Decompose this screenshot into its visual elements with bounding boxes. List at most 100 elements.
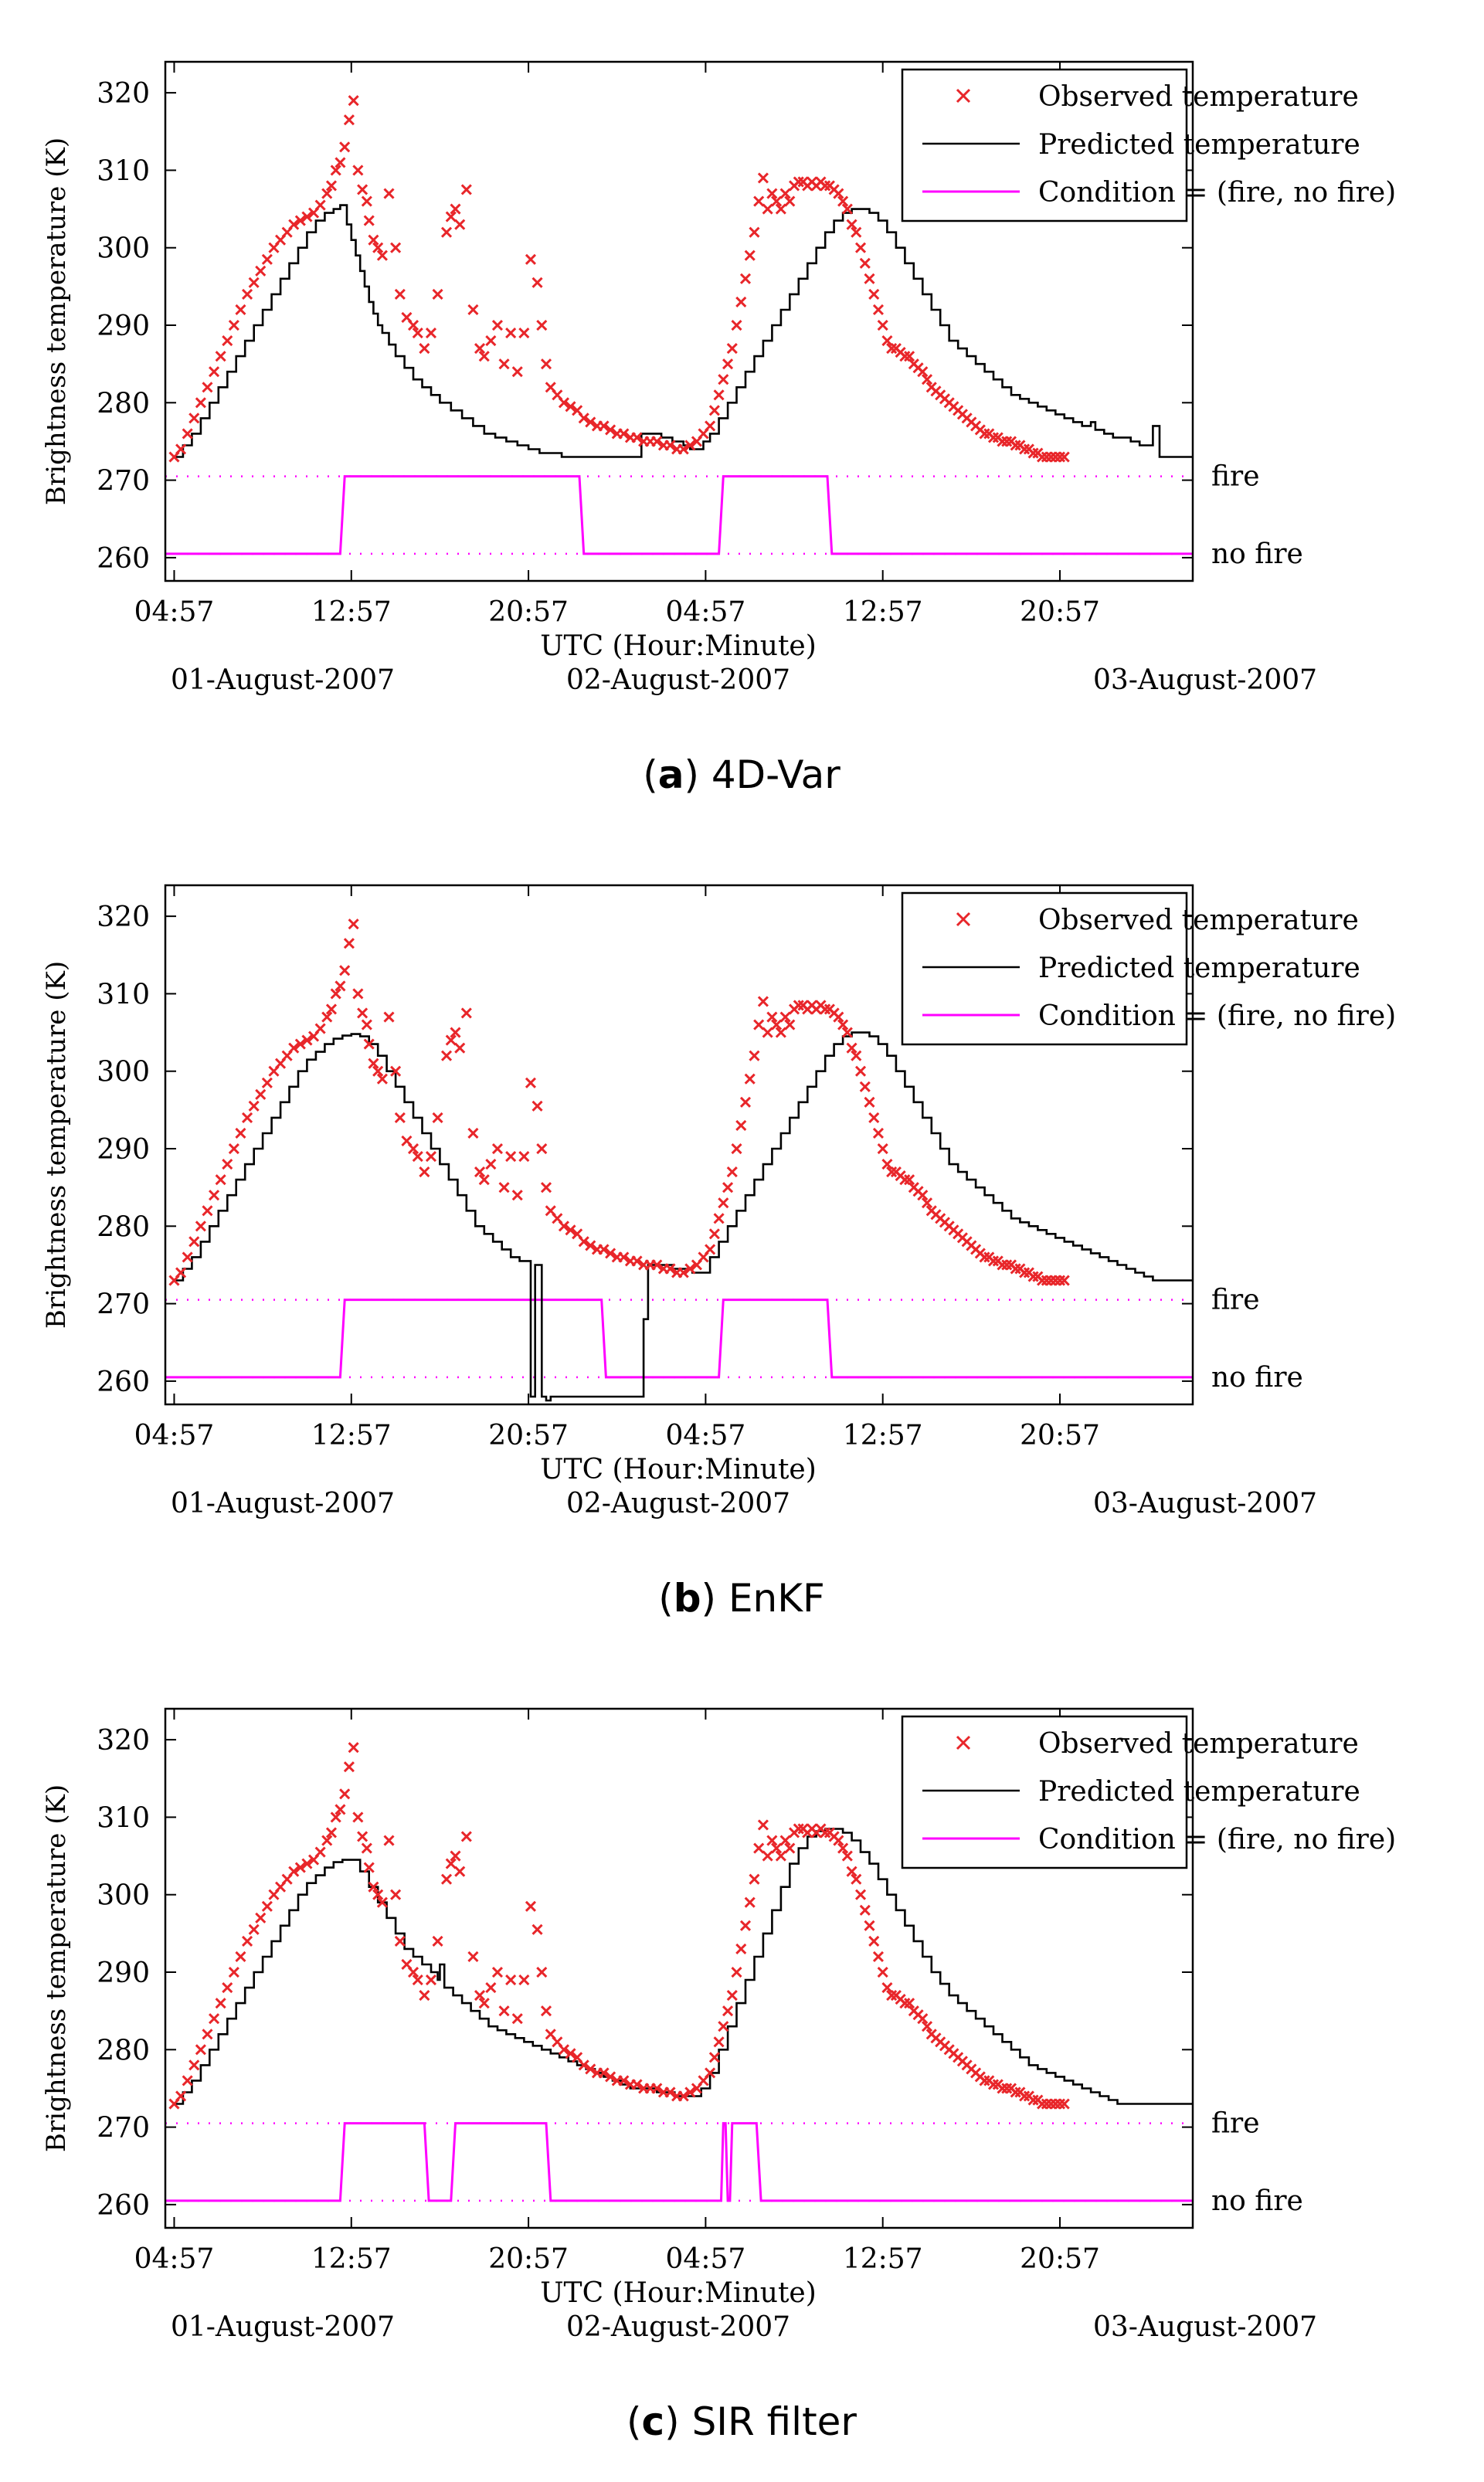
observed-point: [864, 273, 875, 284]
observed-point: [241, 1112, 253, 1123]
y-tick-label: 310: [97, 979, 150, 1010]
observed-point: [325, 180, 338, 192]
panel-caption: (a) 4D-Var: [643, 752, 840, 797]
observed-point: [195, 397, 206, 409]
observed-point: [605, 1248, 616, 1259]
x-tick-label: 04:57: [134, 596, 215, 628]
observed-point: [407, 319, 419, 331]
observed-point: [618, 2075, 630, 2086]
observed-point: [518, 327, 530, 339]
observed-point: [585, 416, 596, 428]
observed-point: [261, 1077, 273, 1088]
observed-point: [372, 242, 384, 253]
observed-point: [605, 424, 616, 436]
observed-point: [784, 195, 796, 207]
observed-point: [294, 1862, 306, 1873]
condition-series-line: [165, 1299, 1193, 1379]
observed-point: [868, 288, 880, 300]
observed-point: [872, 304, 885, 316]
legend-box: [901, 68, 1188, 222]
no-fire-state-label: no fire: [1211, 2185, 1303, 2217]
observed-point: [325, 1003, 338, 1015]
observed-point: [731, 1143, 742, 1155]
observed-point: [1001, 1259, 1013, 1271]
observed-point: [215, 1174, 226, 1186]
observed-point: [565, 401, 576, 413]
fire-state-label: fire: [1211, 1285, 1260, 1316]
date-label: 01-August-2007: [171, 2311, 395, 2343]
observed-point: [851, 226, 862, 238]
caption-letter: c: [642, 2399, 665, 2444]
observed-point: [301, 1858, 313, 1869]
observed-point: [917, 1190, 929, 1201]
observed-point: [432, 1112, 443, 1123]
predicted-temperature-line: [174, 1828, 1193, 2105]
observed-point: [864, 1920, 875, 1931]
observed-point: [766, 1011, 778, 1023]
caption-name: 4D-Var: [711, 752, 840, 797]
observed-point: [757, 996, 769, 1007]
observed-point: [904, 1174, 915, 1186]
observed-point: [854, 1889, 867, 1900]
observed-point: [383, 1835, 395, 1846]
observed-point: [598, 2067, 610, 2079]
observed-point: [899, 1998, 911, 2009]
observed-point: [536, 319, 548, 331]
observed-point: [339, 141, 351, 153]
observed-point: [921, 2021, 933, 2032]
observed-point: [793, 176, 804, 188]
observed-point: [684, 1263, 696, 1275]
observed-point: [540, 1182, 552, 1193]
observed-point: [182, 2075, 193, 2086]
x-tick-label: 04:57: [666, 2243, 746, 2275]
observed-point: [921, 374, 933, 385]
observed-point: [474, 1990, 486, 2002]
observed-point: [248, 1923, 260, 1935]
observed-point: [222, 335, 233, 347]
observed-point: [491, 1966, 504, 1978]
panel-c: 260 270 280 290 300 310 320 04:57 12:57 20:57 04:5…: [41, 1707, 1396, 2444]
observed-point: [474, 1166, 486, 1178]
observed-point: [899, 1174, 911, 1186]
observed-point: [1041, 451, 1052, 463]
observed-point: [390, 1889, 402, 1900]
observed-point: [859, 1081, 871, 1092]
observed-point: [498, 358, 510, 370]
legend-entry: Condition = (fire, no fire): [1038, 1000, 1396, 1032]
observed-point: [505, 1974, 517, 1986]
date-label: 02-August-2007: [566, 1488, 790, 1519]
observed-point: [1054, 1275, 1066, 1286]
observed-point: [841, 1027, 853, 1038]
observed-point: [343, 114, 355, 126]
y-tick-label: 260: [97, 543, 150, 575]
observed-point: [904, 351, 915, 362]
no-fire-state-label: no fire: [1211, 1362, 1303, 1394]
observed-point: [664, 1263, 676, 1275]
observed-point: [235, 304, 246, 316]
observed-point: [491, 1143, 504, 1155]
observed-point: [793, 1823, 804, 1835]
legend-observed-marker: [956, 88, 971, 104]
observed-point: [739, 1920, 752, 1931]
observed-point: [357, 184, 368, 195]
observed-point: [775, 1027, 786, 1038]
observed-point: [833, 1011, 844, 1023]
observed-point: [228, 319, 239, 331]
legend-entry: Condition = (fire, no fire): [1038, 1824, 1396, 1856]
observed-point: [631, 1255, 643, 1267]
observed-point: [757, 172, 769, 184]
no-fire-state-label: no fire: [1211, 538, 1303, 570]
observed-point: [1058, 1275, 1070, 1286]
observed-point: [713, 1213, 725, 1224]
observed-point: [833, 188, 844, 199]
y-tick-label: 280: [97, 2035, 150, 2066]
observed-point: [651, 436, 663, 447]
x-tick-label: 12:57: [311, 1420, 392, 1452]
observed-point: [578, 2059, 589, 2071]
x-axis-label: UTC (Hour:Minute): [540, 1454, 817, 1485]
observed-point: [321, 188, 333, 199]
observed-point: [518, 1150, 530, 1163]
observed-point: [363, 215, 375, 226]
observed-point: [175, 2090, 187, 2102]
observed-point: [241, 1935, 253, 1947]
